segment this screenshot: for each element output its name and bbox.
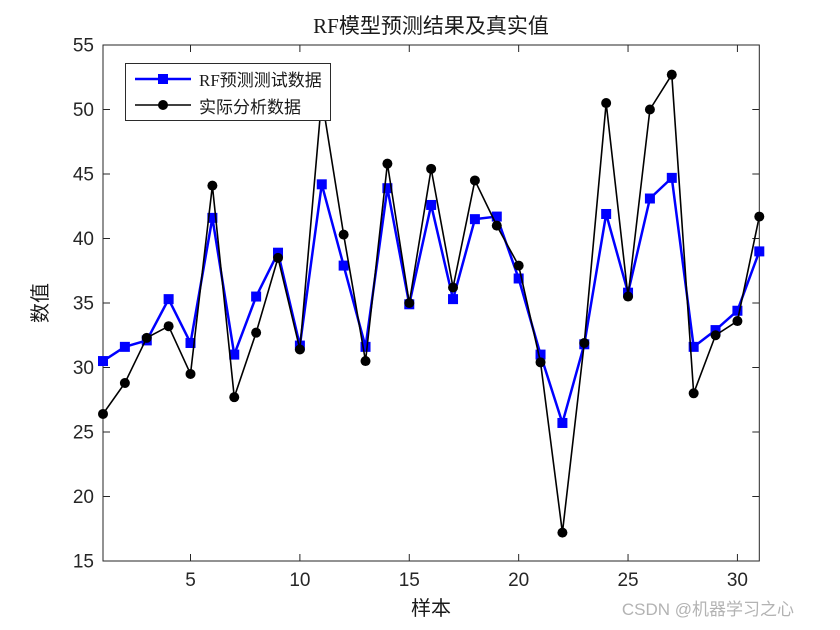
series-1-marker bbox=[688, 388, 699, 399]
watermark: CSDN @机器学习之心 bbox=[621, 600, 794, 619]
y-tick-label: 35 bbox=[73, 294, 94, 315]
series-0-marker bbox=[513, 273, 524, 284]
y-tick-label: 50 bbox=[73, 100, 94, 121]
series-1-marker bbox=[207, 180, 218, 191]
series-0-marker bbox=[273, 247, 284, 258]
series-0-marker bbox=[360, 341, 371, 352]
y-tick-label: 55 bbox=[73, 36, 94, 57]
series-1-marker bbox=[710, 330, 721, 341]
legend-circle-marker-icon bbox=[158, 100, 168, 111]
series-1-marker bbox=[185, 368, 196, 379]
series-1-marker bbox=[141, 332, 152, 343]
series-0-marker bbox=[229, 349, 240, 360]
legend-item-rf-prediction: RF预测测试数据 bbox=[134, 66, 324, 91]
legend-square-marker-icon bbox=[158, 73, 168, 84]
series-0-marker bbox=[601, 208, 612, 219]
y-tick-label: 20 bbox=[73, 487, 94, 508]
legend-line-circle-swatch bbox=[135, 100, 191, 111]
series-1-marker bbox=[360, 356, 371, 367]
series-0-marker bbox=[338, 260, 349, 271]
series-0-marker bbox=[710, 325, 721, 336]
legend-label: 实际分析数据 bbox=[199, 97, 301, 117]
legend: RF预测测试数据 实际分析数据 bbox=[125, 63, 331, 121]
x-tick-label: 5 bbox=[185, 570, 196, 591]
series-1-marker bbox=[601, 98, 612, 109]
y-axis-label: 数值 bbox=[30, 283, 52, 323]
legend-label: RF预测测试数据 bbox=[199, 71, 322, 91]
series-1-line bbox=[102, 73, 761, 534]
series-1-marker bbox=[491, 220, 502, 231]
x-tick-label: 10 bbox=[289, 570, 310, 591]
series-0-marker bbox=[666, 172, 677, 183]
series-0-marker bbox=[535, 349, 546, 360]
x-tick-label: 30 bbox=[727, 570, 748, 591]
series-1-marker bbox=[119, 377, 130, 388]
x-axis-label: 样本 bbox=[411, 598, 451, 620]
series-1-marker bbox=[294, 344, 305, 355]
chart-title: RF模型预测结果及真实值 bbox=[313, 14, 549, 38]
series-1-marker bbox=[98, 408, 108, 419]
series-0-marker bbox=[469, 214, 480, 225]
series-0-marker bbox=[251, 291, 262, 302]
y-tick-label: 25 bbox=[73, 423, 94, 444]
series-1-marker bbox=[535, 357, 546, 368]
series-1-marker bbox=[229, 392, 240, 403]
series-0-marker bbox=[316, 179, 327, 190]
series-1-marker bbox=[382, 158, 393, 169]
series-1-marker bbox=[579, 337, 590, 348]
series-1-marker bbox=[404, 298, 415, 308]
series-1-marker bbox=[666, 69, 677, 80]
series-0-marker bbox=[732, 305, 743, 316]
series-1-marker bbox=[338, 229, 349, 240]
x-tick-label: 15 bbox=[399, 570, 420, 591]
series-1-marker bbox=[557, 527, 568, 538]
series-0-marker bbox=[119, 341, 130, 352]
series-0-marker bbox=[426, 199, 437, 210]
series-1-marker bbox=[623, 291, 634, 302]
series-1-marker bbox=[732, 316, 743, 327]
series-1-marker bbox=[426, 163, 437, 174]
series-0-line bbox=[102, 176, 761, 425]
y-tick-label: 45 bbox=[73, 165, 94, 186]
series-1-marker bbox=[644, 104, 655, 115]
series-1-marker bbox=[251, 327, 262, 338]
series-0-marker bbox=[644, 193, 655, 204]
series-0-marker bbox=[98, 356, 108, 367]
series-1-marker bbox=[469, 175, 480, 186]
x-tick-label: 20 bbox=[508, 570, 529, 591]
series-1-marker bbox=[754, 211, 765, 222]
series-0-marker bbox=[448, 294, 459, 305]
y-tick-label: 40 bbox=[73, 229, 94, 250]
axes-box bbox=[102, 44, 760, 562]
series-0-marker bbox=[207, 212, 218, 223]
series-1-marker bbox=[273, 252, 284, 263]
series-0-marker bbox=[557, 417, 568, 428]
y-tick-label: 30 bbox=[73, 358, 94, 379]
series-0-marker bbox=[688, 341, 699, 352]
legend-item-actual-data: 实际分析数据 bbox=[134, 93, 324, 118]
series-0-marker bbox=[185, 337, 196, 348]
series-0-marker bbox=[491, 211, 502, 222]
x-tick-label: 25 bbox=[617, 570, 638, 591]
series-0-marker bbox=[163, 294, 174, 305]
series-1-marker bbox=[163, 321, 174, 332]
series-1-marker bbox=[513, 260, 524, 271]
series-0-marker bbox=[382, 183, 393, 194]
y-tick-label: 15 bbox=[73, 552, 94, 573]
legend-line-square-swatch bbox=[135, 73, 191, 84]
series-0-marker bbox=[754, 246, 765, 257]
series-1-marker bbox=[448, 282, 459, 293]
